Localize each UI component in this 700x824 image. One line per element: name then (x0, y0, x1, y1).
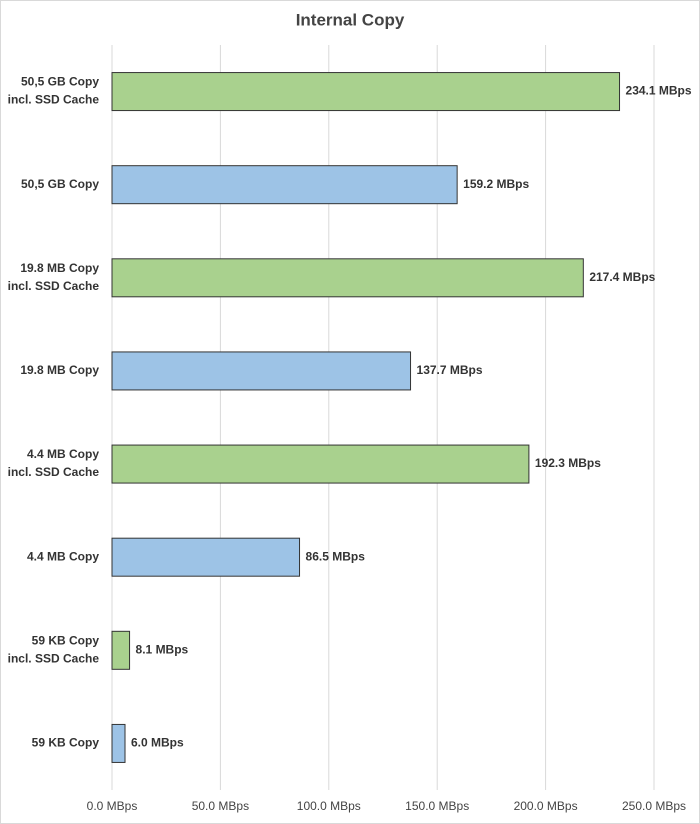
data-label: 217.4 MBps (589, 270, 655, 284)
y-tick-label: 50,5 GB Copy incl. SSD Cache (8, 75, 100, 107)
bar (111, 351, 412, 391)
y-tick-label: 19.8 MB Copy (20, 363, 99, 377)
x-tick-label: 0.0 MBps (87, 799, 138, 813)
y-tick-label: 19.8 MB Copy incl. SSD Cache (8, 261, 100, 293)
data-label: 192.3 MBps (535, 456, 601, 470)
y-tick-label: 59 KB Copy (32, 736, 100, 750)
data-label: 159.2 MBps (463, 177, 529, 191)
bar (111, 165, 458, 205)
data-label: 234.1 MBps (626, 84, 692, 98)
bar (111, 72, 621, 112)
bar (111, 444, 530, 484)
data-label: 137.7 MBps (417, 363, 483, 377)
bar (111, 630, 131, 670)
y-tick-label: 50,5 GB Copy (21, 177, 99, 191)
bar (111, 258, 584, 298)
x-tick-label: 200.0 MBps (514, 799, 578, 813)
data-label: 86.5 MBps (306, 549, 366, 563)
bar (111, 723, 126, 763)
data-label: 6.0 MBps (131, 736, 184, 750)
x-tick-label: 50.0 MBps (192, 799, 249, 813)
chart-title: Internal Copy (296, 10, 405, 29)
y-tick-label: 59 KB Copy incl. SSD Cache (8, 633, 100, 665)
data-label: 8.1 MBps (136, 642, 189, 656)
x-tick-label: 150.0 MBps (405, 799, 469, 813)
x-tick-label: 250.0 MBps (622, 799, 686, 813)
y-tick-label: 4.4 MB Copy incl. SSD Cache (8, 447, 100, 479)
x-tick-label: 100.0 MBps (297, 799, 361, 813)
bar (111, 537, 301, 577)
y-tick-label: 4.4 MB Copy (27, 549, 99, 563)
